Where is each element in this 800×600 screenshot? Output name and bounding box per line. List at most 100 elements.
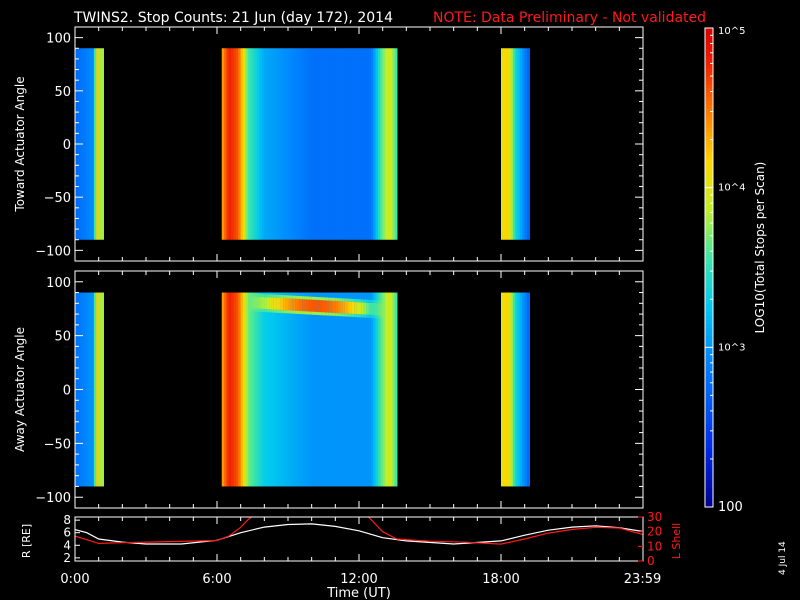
heatmap-cell — [328, 297, 332, 301]
colorbar-cell — [705, 271, 713, 277]
heatmap-cell — [505, 48, 509, 240]
colorbar-cell — [705, 239, 713, 245]
colorbar-cell — [705, 219, 713, 225]
heatmap-cell — [221, 48, 225, 240]
heatmap-cell — [280, 48, 284, 240]
heatmap-cell — [330, 312, 334, 316]
heatmap-cell — [373, 292, 377, 487]
heatmap-cell — [269, 48, 273, 240]
heatmap-cell — [368, 48, 372, 240]
colorbar-cell — [705, 28, 713, 33]
heatmap-cell — [290, 295, 294, 299]
l-tick-label: 10 — [647, 539, 662, 553]
heatmap-cell — [344, 298, 348, 302]
colorbar-cell — [705, 331, 713, 336]
x-tick-label: 23:59 — [624, 572, 661, 587]
heatmap-cell — [259, 292, 263, 487]
colorbar-cell — [705, 411, 713, 416]
heatmap-cell — [224, 48, 228, 240]
heatmap-cell — [354, 48, 358, 240]
colorbar-cell — [705, 151, 713, 157]
colorbar-cell — [705, 407, 713, 412]
heatmap-cell — [254, 292, 258, 487]
colorbar-cell — [705, 203, 713, 209]
l-tick-label: 20 — [647, 525, 662, 539]
heatmap-cell — [243, 292, 246, 487]
heatmap-cell — [337, 301, 341, 314]
heatmap-cell — [330, 300, 334, 313]
heatmap-cell — [392, 48, 396, 240]
heatmap-cell — [382, 48, 386, 240]
heatmap-cell — [347, 301, 351, 314]
colorbar-cell — [705, 379, 713, 384]
colorbar-cell — [705, 259, 713, 265]
y-tick-label: 100 — [46, 32, 71, 47]
heatmap-cell — [335, 48, 339, 240]
colorbar-cell — [705, 43, 713, 49]
heatmap-cell — [517, 292, 521, 487]
colorbar-cell — [705, 143, 713, 149]
colorbar-cell — [705, 167, 713, 173]
colorbar-cell — [705, 95, 713, 101]
heatmap-cell — [283, 298, 287, 311]
heatmap-cell — [264, 297, 268, 310]
heatmap-cell — [354, 292, 358, 487]
x-tick-label: 0:00 — [60, 572, 89, 587]
heatmap-cell — [340, 313, 344, 317]
colorbar-cell — [705, 275, 713, 281]
heatmap-cell — [295, 48, 299, 240]
heatmap-cell — [380, 292, 384, 487]
heatmap-cell — [306, 299, 310, 312]
y-tick-label: −100 — [35, 491, 71, 506]
colorbar-cell — [705, 147, 713, 153]
heatmap-cell — [366, 292, 370, 487]
heatmap-cell — [318, 292, 322, 487]
heatmap-cell — [387, 292, 391, 487]
heatmap-cell — [522, 48, 526, 240]
colorbar-cell — [705, 159, 713, 165]
heatmap-cell — [314, 299, 317, 312]
heatmap-cell — [311, 311, 315, 315]
colorbar-cell — [705, 115, 713, 121]
heatmap-cell — [98, 48, 102, 240]
heatmap-cell — [356, 314, 360, 318]
heatmap-cell — [290, 310, 294, 314]
colorbar-cell — [705, 283, 713, 289]
l-shell-line — [75, 517, 252, 545]
heatmap-cell — [359, 292, 362, 487]
heatmap-cell — [311, 299, 315, 312]
y-tick-label: 0 — [63, 384, 71, 399]
heatmap-cell — [276, 48, 280, 240]
y-tick-label: −50 — [44, 191, 71, 206]
heatmap-cell — [356, 48, 360, 240]
heatmap-cell — [318, 312, 322, 316]
heatmap-cell — [259, 308, 263, 312]
heatmap-cell — [309, 292, 313, 487]
colorbar-cell — [705, 347, 713, 352]
heatmap-cell — [314, 292, 317, 487]
heatmap-cell — [278, 292, 282, 487]
heatmap-cell — [370, 292, 374, 487]
side-date: 4 Jul 14 — [778, 541, 788, 575]
heatmap-cell — [304, 311, 308, 315]
heatmap-cell — [252, 308, 256, 312]
heatmap-cell — [524, 48, 528, 240]
heatmap-cell — [299, 296, 303, 300]
heatmap-cell — [356, 302, 360, 315]
heatmap-cell — [257, 308, 261, 312]
colorbar-cell — [705, 263, 713, 269]
heatmap-cell — [501, 292, 504, 487]
heatmap-cell — [316, 48, 320, 240]
heatmap-cell — [283, 310, 287, 314]
heatmap-cell — [519, 48, 523, 240]
heatmap-cell — [382, 315, 386, 319]
colorbar-tick-label: 10^4 — [718, 183, 745, 194]
colorbar-cell — [705, 179, 713, 185]
heatmap-cell — [261, 309, 265, 313]
heatmap-cell — [517, 48, 521, 240]
heatmap-cell — [285, 295, 289, 299]
colorbar-cell — [705, 111, 713, 117]
heatmap-cell — [101, 292, 104, 487]
heatmap-cell — [261, 48, 265, 240]
heatmap-cell — [332, 292, 336, 487]
